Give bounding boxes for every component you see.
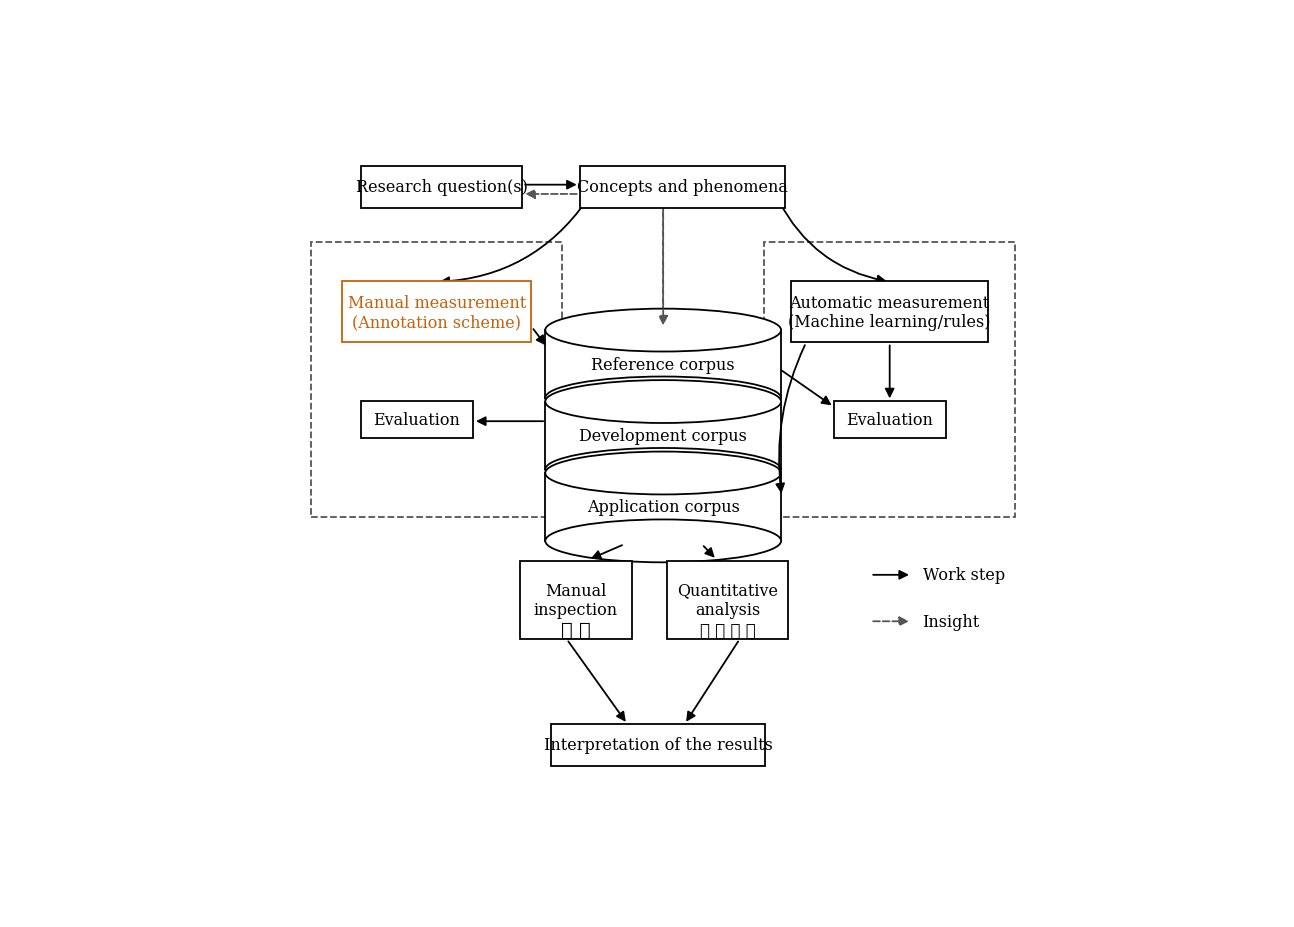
FancyBboxPatch shape — [668, 561, 788, 640]
Ellipse shape — [545, 377, 782, 420]
Ellipse shape — [545, 449, 782, 491]
Polygon shape — [545, 331, 782, 399]
Text: Insight: Insight — [923, 613, 980, 630]
FancyBboxPatch shape — [520, 561, 633, 640]
FancyBboxPatch shape — [361, 167, 521, 209]
Text: Automatic measurement
(Machine learning/rules): Automatic measurement (Machine learning/… — [788, 294, 991, 331]
Ellipse shape — [545, 381, 782, 424]
Text: Reference corpus: Reference corpus — [591, 356, 735, 374]
Text: Research question(s): Research question(s) — [356, 179, 528, 197]
Text: Evaluation: Evaluation — [373, 412, 461, 429]
FancyBboxPatch shape — [833, 401, 946, 438]
Text: Manual
inspection: Manual inspection — [534, 582, 619, 618]
Ellipse shape — [545, 520, 782, 563]
Polygon shape — [545, 474, 782, 541]
Text: Manual measurement
(Annotation scheme): Manual measurement (Annotation scheme) — [348, 294, 525, 331]
FancyBboxPatch shape — [342, 282, 532, 343]
Text: Evaluation: Evaluation — [846, 412, 933, 429]
Ellipse shape — [545, 310, 782, 352]
FancyBboxPatch shape — [792, 282, 987, 343]
Text: Concepts and phenomena: Concepts and phenomena — [577, 179, 788, 197]
Text: Work step: Work step — [923, 566, 1004, 584]
Text: Interpretation of the results: Interpretation of the results — [543, 737, 773, 754]
FancyBboxPatch shape — [361, 401, 472, 438]
Ellipse shape — [545, 452, 782, 495]
FancyBboxPatch shape — [551, 724, 765, 766]
Polygon shape — [545, 402, 782, 470]
Text: 📈 📊 📉 🥧: 📈 📊 📉 🥧 — [700, 621, 756, 639]
Text: 👁 📋: 👁 📋 — [562, 621, 591, 640]
Text: Quantitative
analysis: Quantitative analysis — [677, 582, 778, 618]
FancyBboxPatch shape — [580, 167, 785, 209]
Text: Application corpus: Application corpus — [586, 499, 740, 516]
Text: Development corpus: Development corpus — [580, 427, 747, 445]
